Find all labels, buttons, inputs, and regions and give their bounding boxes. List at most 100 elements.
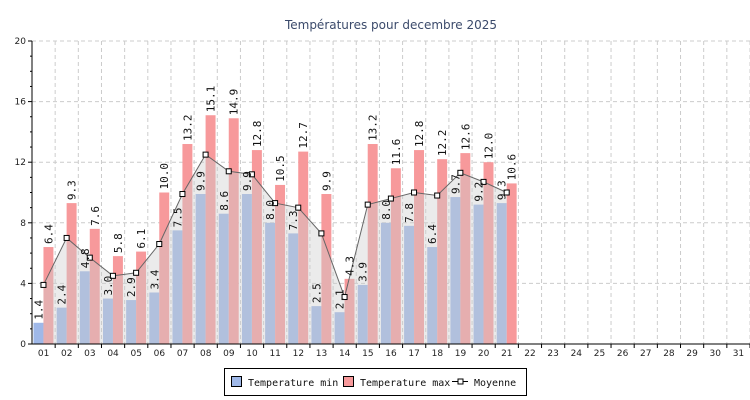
bar-min [149, 292, 160, 344]
bar-min [79, 271, 90, 344]
moyenne-point [272, 200, 279, 207]
min-value-label: 9.9 [195, 171, 208, 191]
moyenne-point [225, 168, 232, 175]
moyenne-point [411, 189, 418, 196]
x-tick-label: 31 [733, 349, 744, 359]
moyenne-point [387, 195, 394, 202]
bar-min [496, 203, 507, 344]
bar-min [172, 230, 183, 344]
bar-min [357, 284, 368, 344]
min-value-label: 1.4 [32, 300, 45, 320]
bar-max [251, 150, 262, 344]
moyenne-point [364, 201, 371, 208]
bar-max [205, 115, 216, 344]
moyenne-point [318, 230, 325, 237]
max-value-label: 12.6 [459, 124, 472, 151]
bar-max [66, 203, 77, 344]
bar-max [390, 168, 401, 344]
chart-title: Températures pour decembre 2025 [284, 18, 497, 32]
bar-min [311, 306, 322, 344]
x-tick-label: 06 [154, 349, 166, 359]
max-value-label: 12.2 [436, 130, 449, 157]
max-value-label: 11.6 [390, 139, 403, 166]
bar-max [89, 228, 100, 344]
bar-min [102, 298, 113, 344]
max-value-label: 12.8 [251, 121, 264, 148]
max-value-label: 9.9 [320, 171, 333, 191]
bar-max [112, 256, 123, 344]
legend-label-moyenne: Moyenne [474, 378, 516, 389]
moyenne-area [43, 154, 507, 344]
legend-label-min: Temperature min [248, 378, 338, 389]
min-value-label: 9.7 [449, 174, 462, 194]
min-value-label: 7.5 [171, 208, 184, 228]
moyenne-point [480, 178, 487, 185]
bar-min [195, 194, 206, 344]
max-value-label: 7.6 [89, 206, 102, 226]
max-value-label: 14.9 [228, 89, 241, 116]
x-tick-label: 15 [362, 349, 373, 359]
moyenne-point [86, 254, 93, 261]
bar-min [334, 312, 345, 344]
moyenne-point [63, 234, 70, 241]
bar-min [288, 233, 299, 344]
x-tick-label: 08 [200, 349, 212, 359]
y-tick-label: 20 [15, 37, 27, 47]
min-value-label: 4.8 [79, 248, 92, 268]
max-value-label: 6.4 [42, 224, 55, 244]
x-tick-label: 05 [130, 349, 141, 359]
x-tick-label: 24 [571, 349, 583, 359]
bar-max [483, 162, 494, 344]
min-value-label: 2.5 [310, 283, 323, 303]
min-value-label: 2.9 [125, 277, 138, 297]
x-tick-label: 21 [501, 349, 512, 359]
bar-max [506, 183, 517, 344]
bar-max [275, 184, 286, 344]
min-value-label: 3.9 [357, 262, 370, 282]
bar-max [298, 151, 309, 344]
bar-max [321, 194, 332, 344]
y-tick-label: 4 [20, 279, 26, 289]
bar-min [56, 307, 67, 344]
x-tick-label: 29 [686, 349, 698, 359]
bar-min [33, 322, 44, 344]
moyenne-point [341, 294, 348, 301]
x-tick-label: 01 [38, 349, 49, 359]
bar-max [367, 144, 378, 344]
bar-min [380, 222, 391, 344]
y-tick-label: 16 [15, 98, 27, 108]
max-value-label: 15.1 [205, 86, 218, 113]
max-value-label: 6.1 [135, 229, 148, 249]
max-value-label: 9.3 [66, 180, 79, 200]
x-tick-label: 19 [455, 349, 467, 359]
y-tick-label: 0 [20, 340, 26, 350]
bar-min [241, 194, 252, 344]
x-tick-label: 17 [408, 349, 419, 359]
legend [224, 368, 527, 396]
x-tick-label: 25 [594, 349, 605, 359]
min-value-label: 9.3 [496, 180, 509, 200]
moyenne-point [503, 189, 510, 196]
moyenne-point [156, 241, 163, 248]
max-value-label: 10.5 [274, 155, 287, 182]
moyenne-point [295, 204, 302, 211]
min-value-label: 9.9 [241, 171, 254, 191]
x-tick-label: 27 [640, 349, 651, 359]
max-value-label: 4.3 [344, 256, 357, 276]
bar-min [218, 213, 229, 344]
max-value-label: 13.2 [367, 115, 380, 142]
moyenne-point [202, 151, 209, 158]
x-tick-label: 10 [246, 349, 258, 359]
bar-min [265, 222, 276, 344]
bar-min [473, 204, 484, 344]
x-tick-label: 03 [84, 349, 95, 359]
bar-min [404, 225, 415, 344]
max-value-label: 12.8 [413, 121, 426, 148]
bar-max [437, 159, 448, 344]
x-tick-label: 16 [385, 349, 397, 359]
x-tick-label: 28 [663, 349, 675, 359]
x-tick-label: 07 [177, 349, 188, 359]
max-value-label: 10.0 [158, 163, 171, 190]
